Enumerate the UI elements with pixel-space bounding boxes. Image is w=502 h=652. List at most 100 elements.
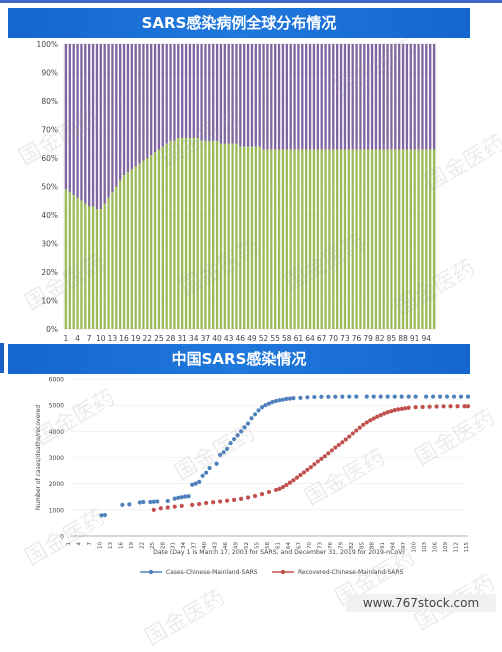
chart1-bar-lower (115, 186, 118, 329)
chart1-bar-lower (173, 140, 176, 329)
chart2-x-tick: 55 (255, 542, 261, 549)
chart1-bar-upper (150, 44, 153, 156)
chart2-point-series1 (291, 396, 296, 401)
chart1-bar-upper (382, 44, 385, 150)
chart2-point-series1 (378, 394, 383, 399)
chart1-bar-upper (277, 44, 281, 150)
chart2-point-series1 (458, 394, 464, 399)
chart1-bar-lower (316, 149, 319, 329)
chart1-bar-lower (177, 138, 180, 329)
chart1-y-tick: 40% (41, 211, 58, 220)
chart2-point-series2 (273, 487, 279, 493)
chart1-y-tick: 30% (41, 240, 58, 249)
chart2-point-series1 (231, 437, 237, 442)
chart2-point-series1 (148, 499, 153, 505)
chart2-point-series2 (312, 462, 317, 467)
chart2-point-series1 (280, 397, 286, 402)
chart2-point-series2 (413, 405, 418, 410)
chart1-bar-upper (99, 44, 102, 210)
chart1-bar-lower (429, 149, 432, 329)
chart1-bar-lower (432, 149, 436, 329)
chart1-bar-upper (336, 44, 339, 150)
chart1-bar-lower (390, 149, 393, 329)
chart2-point-series1 (102, 512, 108, 518)
chart1-bar-upper (425, 44, 428, 150)
chart2-x-tick: 46 (223, 542, 229, 549)
chart1-bar-upper (188, 44, 192, 139)
chart1-bar-lower (184, 138, 188, 329)
chart2-x-tick: 37 (192, 542, 198, 549)
chart2-y-tick: 2000 (49, 481, 64, 488)
legend-swatch-marker (280, 569, 286, 575)
chart1-bar-lower (332, 149, 335, 329)
chart1-x-tick: 88 (398, 334, 408, 343)
chart2-point-series2 (403, 406, 408, 411)
chart1-title-banner: SARS感染病例全球分布情况 (8, 8, 470, 38)
chart1-y-tick: 60% (41, 154, 58, 163)
chart2-point-series2 (420, 404, 425, 410)
chart1-bar-lower (328, 149, 331, 329)
chart2-x-tick: 4 (76, 542, 82, 546)
chart2-x-tick: 1 (66, 542, 72, 546)
chart1-bar-upper (301, 44, 304, 150)
chart2-x-label: Date (Day 1 is March 17, 2003 for SARS, … (153, 549, 405, 556)
chart1-bar-lower (239, 146, 242, 329)
chart1-y-tick: 70% (41, 126, 58, 135)
chart1-x-tick: 67 (317, 334, 327, 343)
chart1-bar-upper (64, 44, 68, 190)
chart1-bar-lower (200, 140, 203, 329)
chart1-bar-upper (161, 44, 164, 147)
chart1-bar-upper (115, 44, 118, 187)
chart2-x-tick: 61 (275, 542, 281, 549)
chart2-x-tick: 100 (412, 542, 418, 553)
chart2-point-series2 (179, 503, 184, 509)
chart1-bar-lower (254, 146, 257, 329)
chart2-point-series1 (155, 499, 160, 504)
chart1-bar-lower (196, 138, 199, 329)
chart1-x-tick: 79 (363, 334, 373, 343)
chart1-bar-upper (274, 44, 277, 150)
chart1-bar-upper (153, 44, 157, 153)
chart2-x-tick: 85 (359, 542, 365, 549)
chart1-bar-upper (130, 44, 133, 170)
chart2-x-tick: 94 (391, 542, 397, 549)
chart2-point-series1 (127, 502, 132, 507)
chart1-bar-upper (227, 44, 230, 144)
chart1-bar-lower (84, 203, 87, 329)
chart1-bar-lower (394, 149, 397, 329)
chart1-x-tick: 46 (236, 334, 246, 343)
chart1-x-tick: 4 (75, 334, 80, 343)
chart1-bar-lower (122, 175, 126, 329)
chart1-bar-lower (126, 172, 130, 329)
chart2-point-series1 (465, 394, 471, 399)
legend-entry-label: Recovered-Chinese-Mainland-SARS (298, 569, 404, 576)
chart2-x-tick: 28 (160, 542, 166, 549)
chart1-bar-lower (64, 189, 68, 329)
chart1-bar-upper (347, 44, 350, 150)
chart2-point-series2 (406, 405, 411, 410)
chart2-point-series1 (165, 498, 170, 504)
chart1-x-tick: 19 (131, 334, 141, 343)
chart1-bar-upper (289, 44, 292, 150)
chart2-x-tick: 34 (181, 542, 187, 549)
chart2-point-series1 (340, 394, 345, 399)
chart2-point-series1 (326, 394, 331, 399)
chart1-bar-lower (289, 149, 292, 329)
chart2-point-series2 (284, 482, 289, 488)
chart1-x-tick: 34 (189, 334, 199, 343)
chart2-point-series2 (259, 492, 265, 497)
chart2-point-series1 (242, 425, 247, 430)
chart1-bar-upper (208, 44, 211, 141)
chart2-x-tick: 19 (129, 542, 135, 549)
chart2-point-series2 (225, 498, 230, 503)
chart1-bar-upper (184, 44, 188, 139)
chart1-bar-lower (277, 149, 281, 329)
chart2-point-series1 (406, 394, 411, 399)
chart1-bar-lower (68, 192, 71, 329)
chart1-y-tick: 100% (37, 40, 58, 49)
chart1-bar-lower (204, 140, 207, 329)
chart2-point-series2 (151, 507, 156, 512)
chart1-bar-upper (398, 44, 401, 150)
chart1-bar-upper (305, 44, 308, 150)
chart1-bar-upper (324, 44, 327, 150)
